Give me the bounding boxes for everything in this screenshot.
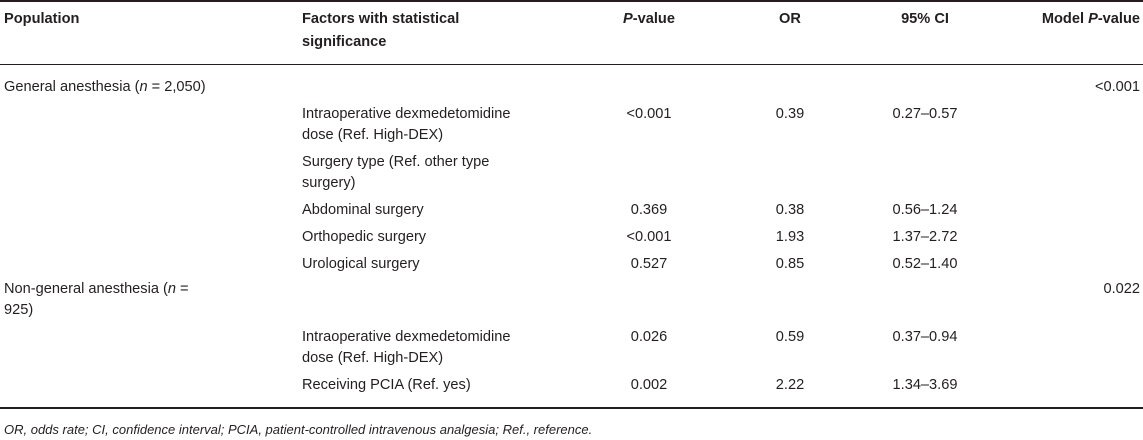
p-value-cell: 0.026 — [630, 329, 668, 345]
table-top-rule — [0, 0, 1143, 2]
or-cell: 0.85 — [775, 256, 805, 272]
group-label-non-general: Non-general anesthesia (n = — [4, 281, 189, 297]
header-factors-line2: significance — [302, 34, 387, 50]
table-footnote: OR, odds rate; CI, confidence interval; … — [4, 422, 593, 437]
ci-cell: 0.52–1.40 — [892, 256, 958, 272]
or-cell: 0.38 — [775, 202, 805, 218]
p-value-cell: <0.001 — [626, 229, 672, 245]
factor-label: Abdominal surgery — [302, 202, 424, 218]
ci-cell: 1.37–2.72 — [892, 229, 958, 245]
factor-label: Intraoperative dexmedetomidine — [302, 329, 511, 345]
header-ci: 95% CI — [901, 11, 949, 27]
header-model-p-value: Model P-value — [1041, 11, 1140, 27]
factor-label-cont: dose (Ref. High-DEX) — [302, 127, 444, 143]
group-label-general: General anesthesia (n = 2,050) — [4, 79, 206, 95]
ci-cell: 0.56–1.24 — [892, 202, 958, 218]
ci-cell: 0.37–0.94 — [892, 329, 958, 345]
group-label-non-general-cont: 925) — [4, 302, 34, 318]
header-p-value: P-value — [623, 11, 675, 27]
table-bottom-rule — [0, 407, 1143, 409]
factor-label: Urological surgery — [302, 256, 420, 272]
factor-label: Surgery type (Ref. other type — [302, 154, 490, 170]
or-cell: 0.39 — [775, 106, 805, 122]
model-p-non-general: 0.022 — [1103, 281, 1140, 297]
factor-label-cont: surgery) — [302, 175, 356, 191]
or-cell: 2.22 — [775, 377, 805, 393]
factor-label: Orthopedic surgery — [302, 229, 427, 245]
factor-label: Intraoperative dexmedetomidine — [302, 106, 511, 122]
or-cell: 0.59 — [775, 329, 805, 345]
p-value-cell: <0.001 — [626, 106, 672, 122]
ci-cell: 0.27–0.57 — [892, 106, 958, 122]
p-value-cell: 0.527 — [630, 256, 668, 272]
header-or: OR — [779, 11, 801, 27]
p-value-cell: 0.369 — [630, 202, 668, 218]
factor-label: Receiving PCIA (Ref. yes) — [302, 377, 471, 393]
model-p-general: <0.001 — [1094, 79, 1140, 95]
ci-cell: 1.34–3.69 — [892, 377, 958, 393]
factor-label-cont: dose (Ref. High-DEX) — [302, 350, 444, 366]
header-factors-line1: Factors with statistical — [302, 11, 460, 27]
or-cell: 1.93 — [775, 229, 805, 245]
p-value-cell: 0.002 — [630, 377, 668, 393]
header-rule — [0, 64, 1143, 65]
header-population: Population — [4, 11, 80, 27]
